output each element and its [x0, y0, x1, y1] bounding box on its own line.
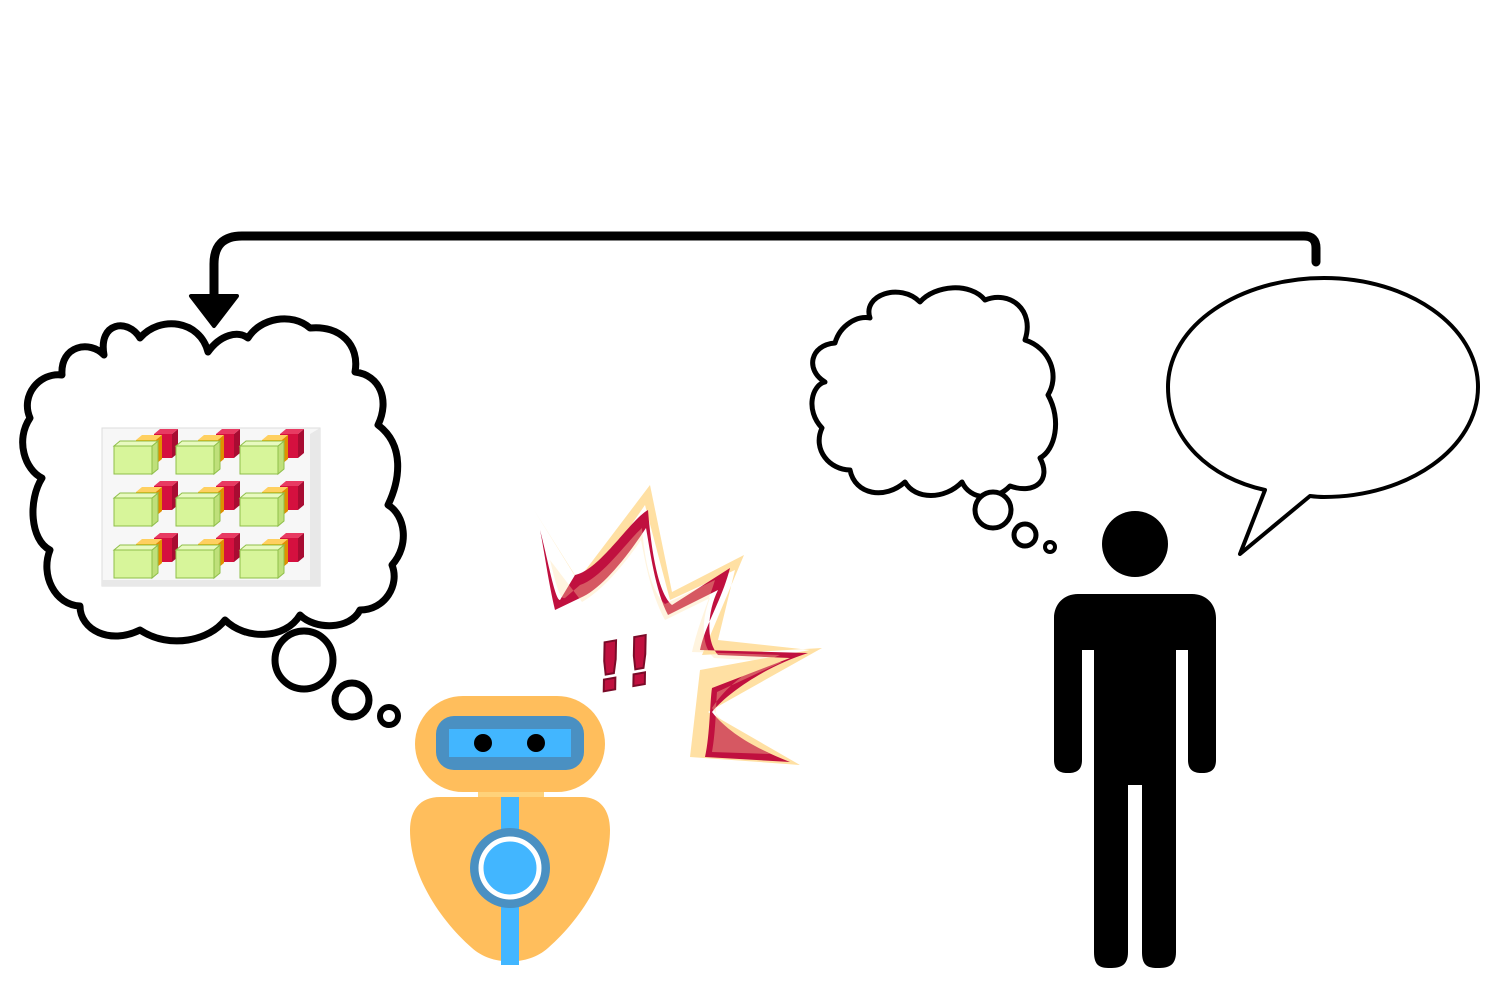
person-torso	[1054, 594, 1216, 968]
burst-inner	[540, 510, 808, 762]
thought-bubble-small	[377, 704, 401, 728]
burst-icon	[534, 485, 822, 765]
arrow-icon	[209, 231, 1321, 305]
human-thought-cloud	[809, 285, 1058, 554]
robot-chest-core	[478, 836, 542, 900]
thought-cloud-shape	[809, 285, 1058, 500]
robot-eye-right	[527, 734, 545, 752]
robot-screen	[449, 729, 571, 757]
feedback-arrow	[189, 231, 1321, 328]
person-icon	[1054, 511, 1216, 968]
robot-eye-left	[474, 734, 492, 752]
robot-icon	[410, 696, 610, 965]
speech-bubble-shape	[1166, 276, 1480, 556]
thought-bubble-medium	[331, 679, 373, 721]
human-speech-bubble	[1166, 276, 1480, 556]
cube-grid-icon	[101, 427, 321, 587]
exclaim-text: !!	[589, 622, 662, 708]
thought-bubble-large	[972, 489, 1014, 531]
thought-bubble-small	[1043, 540, 1057, 554]
person-head	[1102, 511, 1168, 577]
robot-thought-cloud	[19, 315, 407, 728]
thought-bubble-large	[271, 627, 337, 693]
thought-bubble-medium	[1011, 521, 1039, 549]
arrow-head-icon	[189, 294, 239, 328]
